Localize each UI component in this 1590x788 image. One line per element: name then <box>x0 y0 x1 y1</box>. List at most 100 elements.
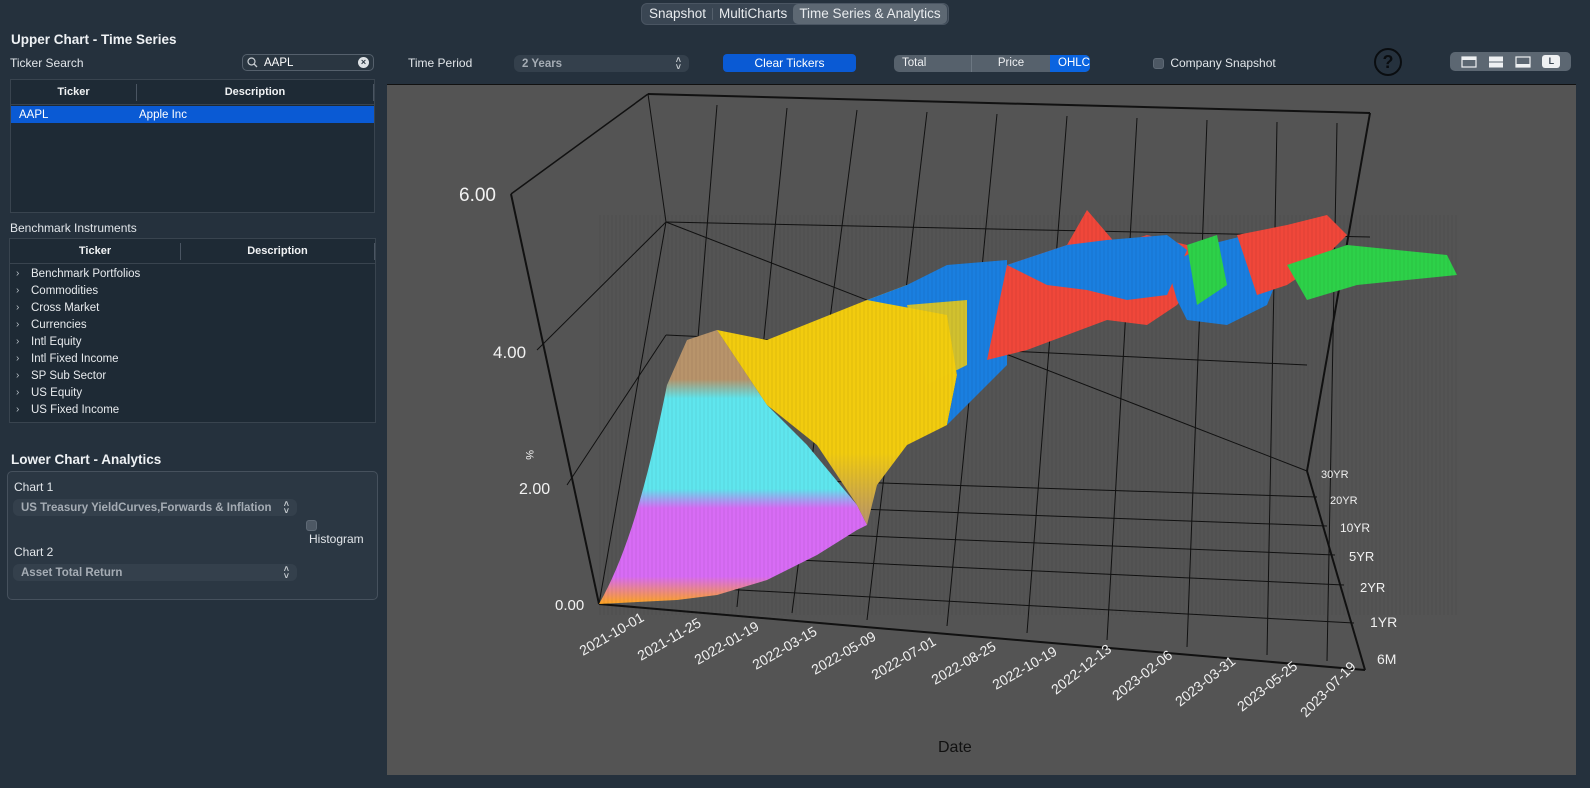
tree-item-benchmark-portfolios[interactable]: › Benchmark Portfolios <box>10 265 375 282</box>
column-ticker[interactable]: Ticker <box>10 242 181 260</box>
lower-chart-title: Lower Chart - Analytics <box>11 452 162 467</box>
column-ticker[interactable]: Ticker <box>11 83 137 101</box>
tree-item-us-fixed-income[interactable]: › US Fixed Income <box>10 401 375 418</box>
tenor-tick: 10YR <box>1340 521 1370 535</box>
x-tick: 2022-12-13 <box>1048 641 1114 698</box>
tenor-tick: 6M <box>1377 651 1396 667</box>
mode-segmented-control: Total Return Price OHLC <box>894 55 1090 72</box>
x-tick: 2023-02-06 <box>1109 647 1175 704</box>
table-row[interactable]: AAPL Apple Inc <box>11 106 374 123</box>
tree-item-cross-market[interactable]: › Cross Market <box>10 299 375 316</box>
chart2-select-value: Asset Total Return <box>21 566 123 579</box>
cell-ticker: AAPL <box>19 108 49 121</box>
ticker-table: Ticker Description AAPL Apple Inc <box>10 79 375 213</box>
tenor-tick: 1YR <box>1370 614 1397 630</box>
layout-segmented-control: L <box>1450 52 1571 71</box>
x-tick: 2022-08-25 <box>929 638 999 688</box>
tenor-tick: 30YR <box>1321 469 1349 481</box>
chevron-right-icon[interactable]: › <box>16 404 20 415</box>
company-snapshot-checkbox[interactable] <box>1153 58 1164 70</box>
layout-l-icon[interactable]: L <box>1542 55 1561 68</box>
time-period-value: 2 Years <box>522 57 563 70</box>
tenor-tick: 20YR <box>1330 495 1358 507</box>
chevron-updown-icon: ˄ ˅ <box>675 54 681 72</box>
cell-description: Apple Inc <box>139 108 187 121</box>
surface <box>599 210 1459 615</box>
column-description[interactable]: Description <box>137 83 374 101</box>
time-period-select[interactable]: 2 Years ˄ ˅ <box>514 55 689 72</box>
chevron-right-icon[interactable]: › <box>16 319 20 330</box>
magnifier-icon <box>247 57 258 68</box>
chevron-right-icon[interactable]: › <box>16 302 20 313</box>
segment-total-return[interactable]: Total Return <box>894 55 972 72</box>
tree-item-intl-fixed-income[interactable]: › Intl Fixed Income <box>10 350 375 367</box>
clear-tickers-button[interactable]: Clear Tickers <box>723 54 856 72</box>
tree-item-intl-equity[interactable]: › Intl Equity <box>10 333 375 350</box>
upper-chart-title: Upper Chart - Time Series <box>11 32 177 47</box>
x-axis-labels: 2021-10-01 2021-11-25 2022-01-19 2022-03… <box>577 609 1359 720</box>
tree-item-us-equity[interactable]: › US Equity <box>10 384 375 401</box>
tree-item-currencies[interactable]: › Currencies <box>10 316 375 333</box>
segment-price[interactable]: Price <box>997 57 1025 69</box>
benchmark-table-header: Ticker Description <box>10 239 375 264</box>
tree-item-label: Cross Market <box>31 301 100 314</box>
chevron-right-icon[interactable]: › <box>16 268 20 279</box>
time-period-label: Time Period <box>408 56 473 70</box>
company-snapshot-toggle[interactable]: Company Snapshot <box>1153 56 1276 70</box>
ticker-search-label: Ticker Search <box>10 56 84 70</box>
segment-ohlc[interactable]: OHLC <box>1050 55 1090 72</box>
chevron-updown-icon: ˄ ˅ <box>283 498 289 516</box>
tenor-labels: 6M 1YR 2YR 5YR 10YR 20YR 30YR <box>1321 469 1397 667</box>
chart1-select[interactable]: US Treasury YieldCurves,Forwards & Infla… <box>13 499 297 516</box>
histogram-checkbox[interactable] <box>306 520 317 532</box>
y-axis-title: % <box>523 450 535 460</box>
chart1-select-value: US Treasury YieldCurves,Forwards & Infla… <box>21 501 272 514</box>
chevron-right-icon[interactable]: › <box>16 387 20 398</box>
x-tick: 2023-05-25 <box>1234 658 1300 715</box>
clear-search-icon[interactable]: × <box>358 57 369 68</box>
tenor-tick: 2YR <box>1360 580 1385 595</box>
chevron-right-icon[interactable]: › <box>16 370 20 381</box>
layout-split-icon[interactable] <box>1488 56 1504 68</box>
tree-item-label: Commodities <box>31 284 99 297</box>
chart1-label: Chart 1 <box>14 480 54 494</box>
histogram-toggle[interactable]: Histogram <box>306 518 377 546</box>
benchmark-table: Ticker Description › Benchmark Portfolios… <box>9 238 376 423</box>
x-axis-title: Date <box>938 739 972 756</box>
search-value: AAPL <box>264 56 294 69</box>
chevron-updown-icon: ˄ ˅ <box>283 563 289 581</box>
tree-item-label: Intl Equity <box>31 335 82 348</box>
x-tick: 2023-03-31 <box>1172 653 1238 710</box>
chevron-right-icon[interactable]: › <box>16 285 20 296</box>
column-description[interactable]: Description <box>181 242 375 260</box>
tree-item-sp-sub-sector[interactable]: › SP Sub Sector <box>10 367 375 384</box>
benchmark-instruments-label: Benchmark Instruments <box>10 221 137 235</box>
chart2-label: Chart 2 <box>14 545 54 559</box>
y-axis-labels: 6.00 4.00 2.00 0.00 % <box>459 185 584 614</box>
tab-time-series-analytics[interactable]: Time Series & Analytics <box>793 4 947 24</box>
company-snapshot-label: Company Snapshot <box>1170 56 1276 70</box>
chart2-select[interactable]: Asset Total Return ˄ ˅ <box>13 564 297 581</box>
tree-item-label: US Fixed Income <box>31 403 120 416</box>
tree-item-label: SP Sub Sector <box>31 369 107 382</box>
layout-top-icon[interactable] <box>1461 55 1477 68</box>
chevron-right-icon[interactable]: › <box>16 353 20 364</box>
chevron-right-icon[interactable]: › <box>16 336 20 347</box>
ticker-search-input[interactable]: AAPL × <box>242 54 374 71</box>
y-tick: 4.00 <box>493 343 526 362</box>
histogram-label: Histogram <box>309 532 364 546</box>
tree-item-label: US Equity <box>31 386 83 399</box>
ticker-table-header: Ticker Description <box>11 80 374 105</box>
y-tick: 0.00 <box>555 597 584 614</box>
layout-bottom-icon[interactable] <box>1515 55 1531 68</box>
time-series-3d-chart[interactable]: 6.00 4.00 2.00 0.00 % 2021-10-01 2021-11… <box>387 84 1576 775</box>
y-tick: 2.00 <box>519 481 550 498</box>
tab-divider <box>712 8 714 20</box>
help-icon[interactable]: ? <box>1374 48 1402 76</box>
tree-item-commodities[interactable]: › Commodities <box>10 282 375 299</box>
tree-item-label: Intl Fixed Income <box>31 352 119 365</box>
y-tick: 6.00 <box>459 185 496 206</box>
tab-multicharts[interactable]: MultiCharts <box>719 6 788 21</box>
tree-item-label: Benchmark Portfolios <box>31 267 141 280</box>
tab-snapshot[interactable]: Snapshot <box>649 6 707 21</box>
